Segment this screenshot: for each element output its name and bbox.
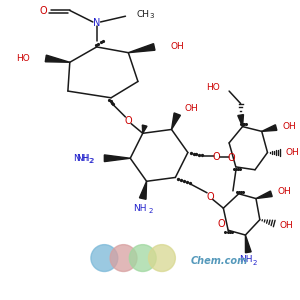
Polygon shape (104, 155, 130, 162)
Text: O: O (124, 116, 132, 126)
Text: OH: OH (185, 104, 199, 113)
Text: CH: CH (137, 10, 150, 19)
Text: NH: NH (239, 256, 252, 265)
Text: OH: OH (171, 42, 184, 51)
Text: NH: NH (76, 154, 90, 163)
Polygon shape (238, 115, 244, 127)
Polygon shape (142, 125, 147, 133)
Polygon shape (262, 125, 277, 131)
Text: NH: NH (133, 204, 147, 213)
Polygon shape (128, 44, 155, 53)
Text: O: O (206, 192, 214, 202)
Text: Chem.com: Chem.com (191, 256, 248, 266)
Polygon shape (45, 55, 70, 62)
Polygon shape (256, 191, 272, 199)
Text: 2: 2 (148, 208, 153, 214)
Text: HO: HO (16, 54, 29, 63)
Text: H: H (81, 154, 87, 163)
Text: N: N (73, 154, 80, 163)
Text: N: N (93, 18, 100, 28)
Text: 2: 2 (88, 158, 92, 164)
Text: O: O (213, 152, 220, 162)
Polygon shape (172, 113, 180, 130)
Text: 2: 2 (90, 158, 94, 164)
Text: O: O (218, 218, 225, 229)
Text: OH: OH (277, 187, 291, 196)
Text: OH: OH (283, 122, 297, 131)
Circle shape (148, 244, 176, 272)
Polygon shape (140, 181, 147, 199)
Text: O: O (227, 153, 235, 163)
Text: OH: OH (279, 221, 293, 230)
Text: HO: HO (206, 83, 220, 92)
Text: O: O (39, 6, 47, 16)
Circle shape (91, 244, 118, 272)
Text: 3: 3 (149, 13, 154, 19)
Text: 2: 2 (253, 260, 257, 266)
Text: OH: OH (286, 148, 299, 157)
Circle shape (110, 244, 137, 272)
Circle shape (129, 244, 156, 272)
Polygon shape (245, 235, 251, 253)
